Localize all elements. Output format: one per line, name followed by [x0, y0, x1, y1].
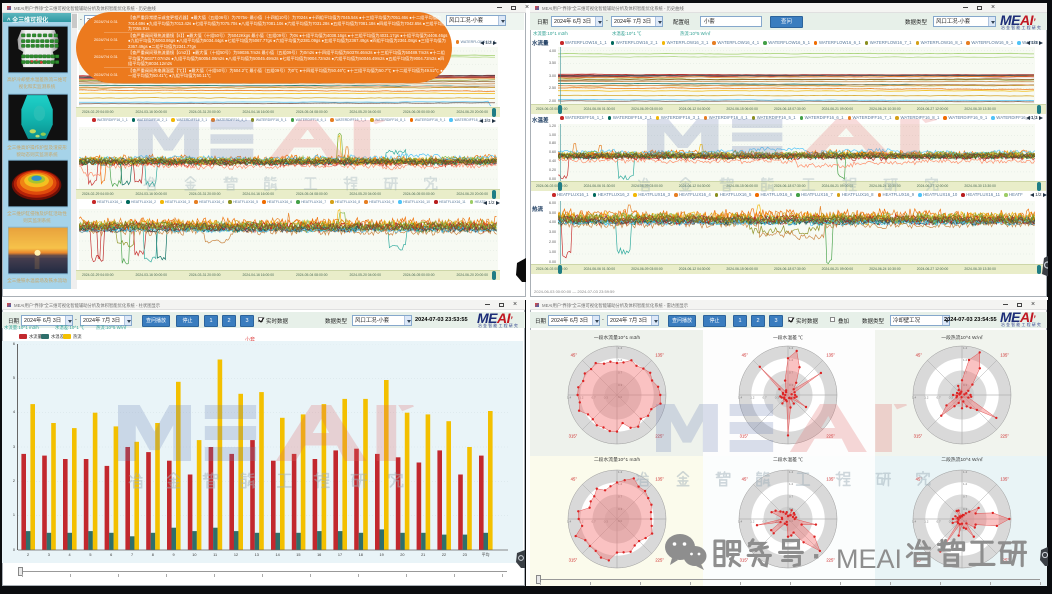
svg-text:315°: 315° [740, 557, 749, 562]
svg-text:1.4: 1.4 [567, 396, 572, 400]
svg-text:0.3: 0.3 [775, 520, 780, 524]
svg-text:0.0: 0.0 [789, 519, 794, 523]
svg-text:0.0: 0.0 [618, 395, 623, 399]
svg-text:225°: 225° [655, 433, 664, 438]
svg-text:0.7: 0.7 [789, 371, 794, 375]
svg-text:0.3: 0.3 [789, 383, 794, 387]
svg-text:1.2: 1.2 [618, 358, 623, 362]
svg-text:0.0: 0.0 [618, 519, 623, 523]
svg-text:1.4: 1.4 [618, 470, 623, 474]
svg-text:1.4: 1.4 [789, 346, 794, 350]
svg-text:0.7: 0.7 [789, 495, 794, 499]
svg-text:315°: 315° [914, 433, 923, 438]
svg-text:1.4: 1.4 [738, 396, 743, 400]
svg-text:0.3: 0.3 [604, 396, 609, 400]
svg-text:135°: 135° [1000, 353, 1009, 358]
svg-text:0.3: 0.3 [775, 396, 780, 400]
svg-text:1.4: 1.4 [912, 396, 917, 400]
svg-text:0.3: 0.3 [949, 520, 954, 524]
svg-text:315°: 315° [740, 433, 749, 438]
svg-text:0.7: 0.7 [592, 520, 597, 524]
svg-text:1.4: 1.4 [912, 520, 917, 524]
svg-text:45°: 45° [742, 353, 749, 358]
svg-text:45°: 45° [916, 353, 923, 358]
svg-text:1.2: 1.2 [924, 520, 929, 524]
svg-text:1.2: 1.2 [924, 396, 929, 400]
svg-text:1.2: 1.2 [750, 520, 755, 524]
svg-text:0.7: 0.7 [963, 495, 968, 499]
svg-text:1.2: 1.2 [963, 358, 968, 362]
svg-text:225°: 225° [1000, 433, 1009, 438]
svg-text:0.3: 0.3 [949, 396, 954, 400]
svg-text:45°: 45° [916, 477, 923, 482]
svg-text:0.3: 0.3 [789, 507, 794, 511]
svg-text:225°: 225° [655, 557, 664, 562]
svg-text:0.3: 0.3 [618, 383, 623, 387]
svg-text:1.2: 1.2 [789, 358, 794, 362]
svg-text:1.2: 1.2 [579, 520, 584, 524]
svg-text:1.4: 1.4 [789, 470, 794, 474]
svg-text:0.3: 0.3 [618, 507, 623, 511]
svg-text:1.4: 1.4 [963, 470, 968, 474]
svg-text:1.2: 1.2 [579, 396, 584, 400]
svg-text:1.4: 1.4 [567, 520, 572, 524]
svg-text:0.7: 0.7 [763, 396, 768, 400]
svg-text:1.2: 1.2 [963, 482, 968, 486]
svg-text:0.3: 0.3 [963, 383, 968, 387]
svg-text:1.4: 1.4 [963, 346, 968, 350]
svg-text:45°: 45° [742, 477, 749, 482]
svg-text:0.0: 0.0 [789, 395, 794, 399]
svg-text:0.3: 0.3 [963, 507, 968, 511]
svg-text:45°: 45° [571, 353, 578, 358]
svg-text:1.2: 1.2 [618, 482, 623, 486]
svg-text:1.4: 1.4 [618, 346, 623, 350]
svg-text:135°: 135° [655, 353, 664, 358]
svg-text:315°: 315° [569, 557, 578, 562]
svg-text:45°: 45° [571, 477, 578, 482]
svg-text:0.7: 0.7 [963, 371, 968, 375]
svg-text:1.2: 1.2 [789, 482, 794, 486]
svg-text:0.0: 0.0 [963, 395, 968, 399]
svg-text:0.7: 0.7 [618, 371, 623, 375]
svg-text:0.3: 0.3 [604, 520, 609, 524]
svg-text:0.7: 0.7 [592, 396, 597, 400]
svg-text:135°: 135° [826, 353, 835, 358]
svg-text:135°: 135° [1000, 477, 1009, 482]
svg-text:0.7: 0.7 [937, 520, 942, 524]
svg-text:0.0: 0.0 [963, 519, 968, 523]
svg-text:1.4: 1.4 [738, 520, 743, 524]
svg-text:0.7: 0.7 [618, 495, 623, 499]
svg-text:135°: 135° [655, 477, 664, 482]
svg-text:315°: 315° [569, 433, 578, 438]
svg-text:225°: 225° [826, 433, 835, 438]
svg-text:135°: 135° [826, 477, 835, 482]
svg-text:225°: 225° [826, 557, 835, 562]
svg-text:225°: 225° [1000, 557, 1009, 562]
svg-text:1.2: 1.2 [750, 396, 755, 400]
svg-text:0.7: 0.7 [937, 396, 942, 400]
svg-text:0.7: 0.7 [763, 520, 768, 524]
